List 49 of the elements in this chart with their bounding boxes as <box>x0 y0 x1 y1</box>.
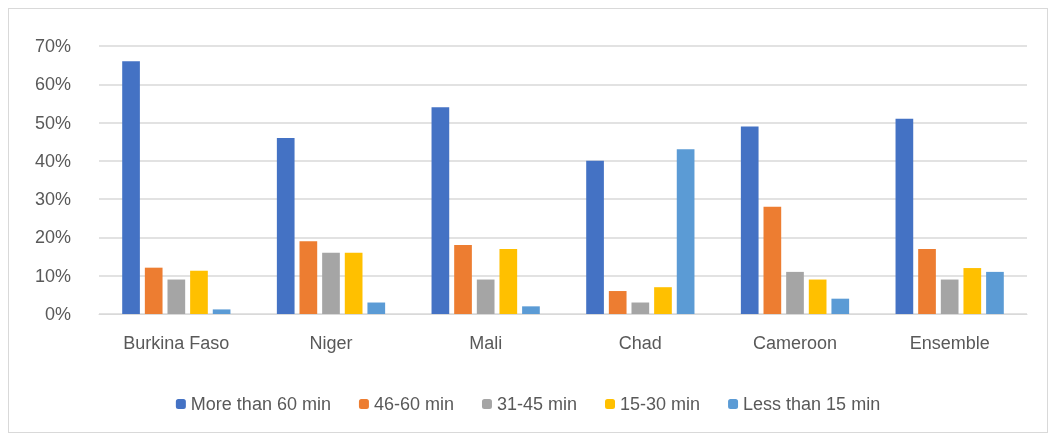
bar <box>831 298 850 314</box>
bar <box>522 306 540 314</box>
bar <box>454 245 472 314</box>
y-tick-label: 50% <box>34 112 71 133</box>
bar <box>167 279 186 314</box>
bar <box>654 287 672 314</box>
y-tick-label: 30% <box>34 189 71 210</box>
legend-label: 31-45 min <box>496 394 578 414</box>
bar <box>895 118 914 314</box>
x-tick-label: Mali <box>469 333 503 353</box>
bar <box>676 149 695 314</box>
legend-label: 15-30 min <box>620 394 701 414</box>
y-tick-label: 10% <box>34 265 71 286</box>
legend-label: Less than 15 min <box>743 394 881 414</box>
y-tick-label: 20% <box>34 227 71 248</box>
bar <box>344 252 363 314</box>
bar <box>918 248 936 314</box>
x-tick-label: Chad <box>618 333 662 353</box>
bar <box>586 160 604 314</box>
bar <box>367 302 386 314</box>
bar <box>763 206 782 314</box>
bar <box>322 252 340 314</box>
bar <box>190 270 208 314</box>
x-tick-label: Burkina Faso <box>123 333 230 353</box>
bar <box>608 291 627 314</box>
y-tick-label: 0% <box>44 304 71 324</box>
legend-label: 46-60 min <box>373 394 454 414</box>
y-tick-label: 70% <box>34 36 71 56</box>
bar <box>499 248 518 314</box>
bar <box>808 279 827 314</box>
bar <box>963 268 982 314</box>
bar <box>631 302 650 314</box>
bar <box>476 279 495 314</box>
y-tick-label: 40% <box>34 150 71 171</box>
bar <box>212 309 231 314</box>
bar <box>986 271 1004 314</box>
bar <box>431 107 450 314</box>
bar <box>276 137 295 314</box>
x-tick-label: Niger <box>309 333 353 353</box>
bar <box>786 271 804 314</box>
bar <box>144 267 163 314</box>
legend-label: More than 60 min <box>190 394 331 414</box>
y-tick-label: 60% <box>34 74 71 95</box>
bar <box>740 126 759 314</box>
bar <box>122 61 140 314</box>
bar <box>940 279 959 314</box>
x-tick-label: Ensemble <box>909 333 990 353</box>
x-tick-label: Cameroon <box>752 333 838 353</box>
bar <box>299 241 318 314</box>
